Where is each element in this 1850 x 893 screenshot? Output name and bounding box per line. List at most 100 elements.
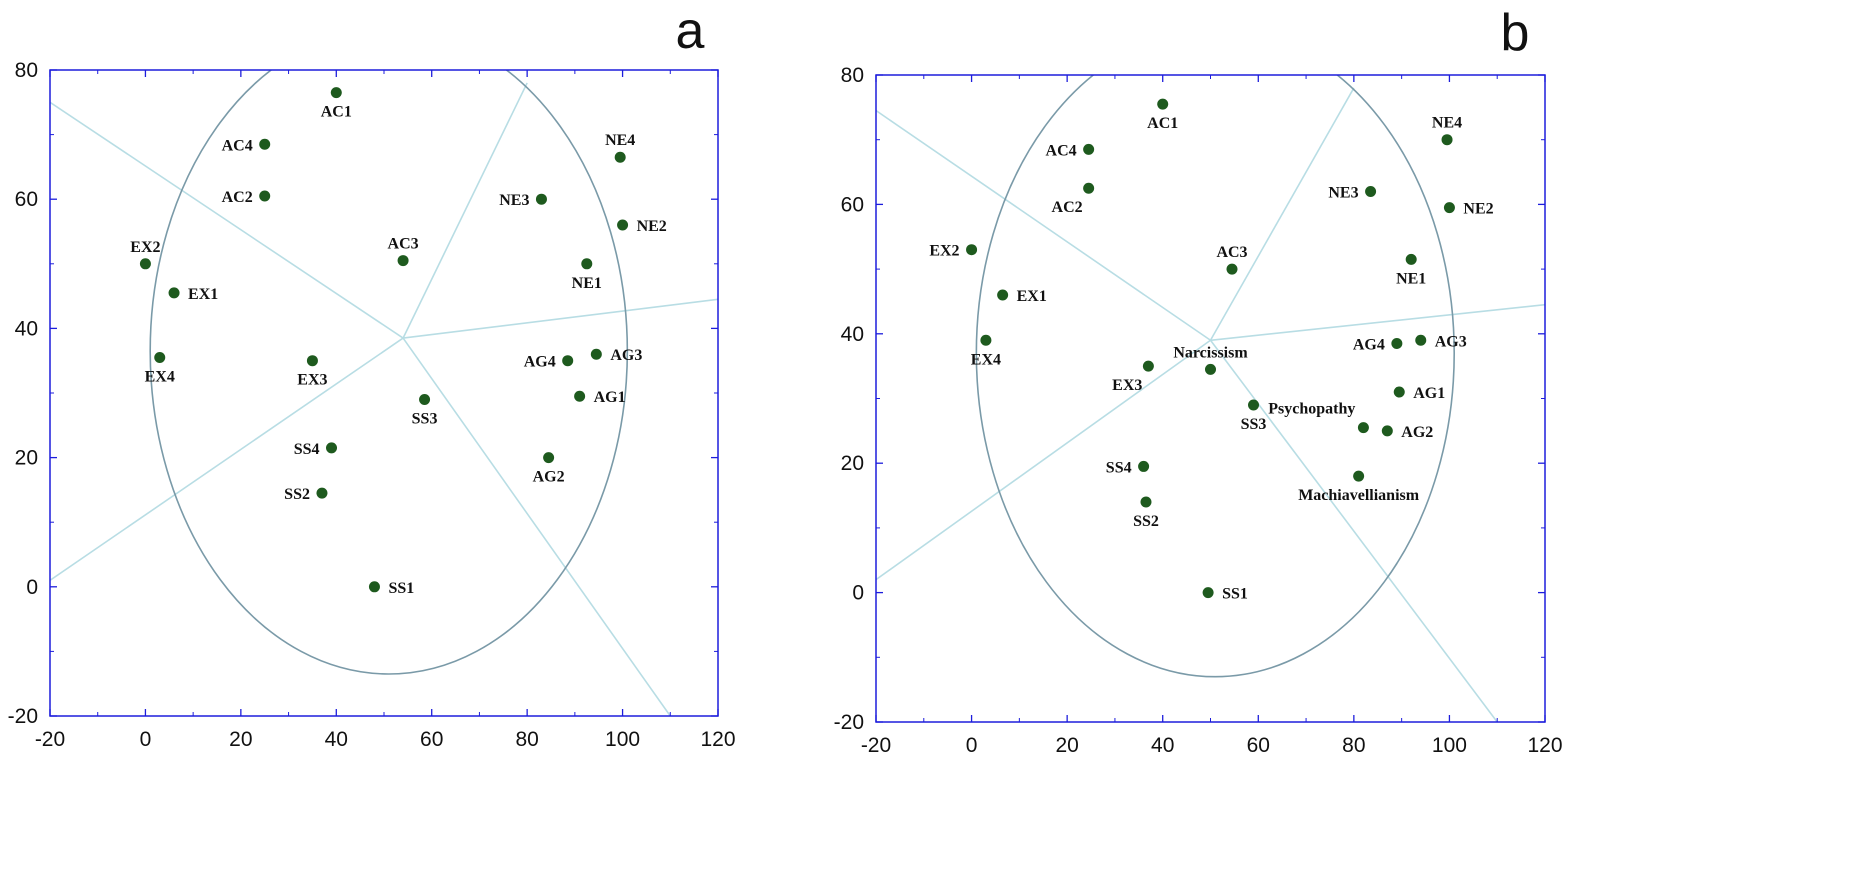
point-label-ex4: EX4 — [971, 351, 1001, 368]
x-tick-label: 100 — [1432, 734, 1467, 757]
data-point-ss3[interactable] — [1248, 399, 1260, 411]
data-point-psychopathy[interactable] — [1357, 422, 1369, 434]
point-label-ss4: SS4 — [294, 441, 320, 458]
y-tick-label: 40 — [841, 323, 864, 346]
data-point-ne2[interactable] — [1443, 202, 1455, 214]
data-point-ne4[interactable] — [1441, 134, 1453, 146]
data-point-ac2[interactable] — [1083, 182, 1095, 194]
data-point-ag2[interactable] — [1381, 425, 1393, 437]
data-point-ac1[interactable] — [330, 87, 342, 99]
panel-a: -20 0 20 40 60 80 100 120 -20 0 20 40 60 80 a AC1 AC4 AC2… — [8, 2, 736, 751]
sector-ray-4 — [402, 298, 718, 339]
reference-circle — [975, 75, 1455, 678]
y-tick-label: 80 — [841, 64, 864, 87]
data-point-ex2[interactable] — [966, 244, 978, 256]
point-label-ne3: NE3 — [1328, 184, 1358, 201]
data-point-ag1[interactable] — [574, 390, 586, 402]
point-label-ex4: EX4 — [145, 368, 175, 385]
x-tick-label: -20 — [861, 734, 891, 757]
y-tick-label: -20 — [834, 711, 864, 734]
y-tick-label: 60 — [841, 193, 864, 216]
panel-b: -20 0 20 40 60 80 100 120 -20 0 20 40 60 80 b AC1 AC4 AC2… — [834, 4, 1563, 757]
point-label-ne2: NE2 — [637, 218, 667, 235]
data-point-ss2[interactable] — [316, 487, 328, 499]
panel-letter: a — [676, 2, 705, 60]
point-label-psychopathy: Psychopathy — [1268, 401, 1355, 418]
plot-area — [876, 75, 1545, 722]
data-point-ac4[interactable] — [1083, 143, 1095, 155]
x-tick-label: 20 — [1055, 734, 1078, 757]
point-label-ac4: AC4 — [222, 137, 253, 154]
data-point-ag3[interactable] — [590, 348, 602, 360]
x-tick-label: 60 — [420, 728, 443, 751]
data-point-ne4[interactable] — [614, 151, 626, 163]
point-label-ex1: EX1 — [1017, 288, 1047, 305]
y-tick-label: 40 — [15, 317, 38, 340]
point-label-ag1: AG1 — [594, 389, 626, 406]
y-tick-label: 0 — [852, 582, 864, 605]
sector-ray-2 — [876, 339, 1211, 581]
y-tick-label: 20 — [841, 452, 864, 475]
data-point-ex2[interactable] — [139, 258, 151, 270]
x-tick-label: 100 — [605, 728, 640, 751]
data-point-ac3[interactable] — [1226, 263, 1238, 275]
data-point-ne3[interactable] — [1365, 185, 1377, 197]
data-point-ss3[interactable] — [419, 393, 431, 405]
data-point-narcissism[interactable] — [1205, 363, 1216, 375]
point-label-ac1: AC1 — [1147, 115, 1178, 132]
point-label-ne1: NE1 — [1396, 270, 1426, 287]
data-point-ag4[interactable] — [1391, 338, 1403, 350]
x-tick-label: 0 — [966, 734, 978, 757]
point-label-ag2: AG2 — [533, 469, 565, 486]
data-point-ex4[interactable] — [154, 351, 166, 363]
point-label-ss3: SS3 — [412, 410, 438, 427]
data-point-ex4[interactable] — [980, 334, 992, 346]
data-point-ne3[interactable] — [535, 193, 547, 205]
data-point-ag1[interactable] — [1393, 386, 1405, 398]
point-label-ex3: EX3 — [297, 372, 327, 389]
data-point-ac1[interactable] — [1157, 98, 1169, 110]
x-tick-label: 120 — [1527, 734, 1562, 757]
point-label-machiavellianism: Machiavellianism — [1298, 487, 1420, 504]
point-label-ac2: AC2 — [222, 189, 253, 206]
point-label-ag1: AG1 — [1413, 385, 1445, 402]
point-label-ac1: AC1 — [321, 104, 352, 121]
data-point-machiavellianism[interactable] — [1353, 470, 1365, 482]
data-point-ag4[interactable] — [562, 355, 574, 367]
x-tick-label: 40 — [1151, 734, 1174, 757]
y-tick-label: 0 — [26, 576, 38, 599]
point-label-ss2: SS2 — [284, 486, 310, 503]
data-point-ss1[interactable] — [368, 581, 380, 593]
sector-ray-1 — [50, 101, 404, 339]
point-label-ac3: AC3 — [388, 236, 419, 253]
data-point-ne2[interactable] — [617, 219, 629, 231]
data-point-ag3[interactable] — [1415, 334, 1427, 346]
data-point-ne1[interactable] — [1405, 253, 1417, 265]
data-point-ac4[interactable] — [259, 138, 271, 150]
data-point-ss4[interactable] — [1138, 460, 1150, 472]
data-point-ss2[interactable] — [1140, 496, 1152, 508]
data-point-ss4[interactable] — [326, 442, 338, 454]
point-label-ss2: SS2 — [1133, 513, 1159, 530]
data-point-ac3[interactable] — [397, 255, 409, 267]
data-point-ex1[interactable] — [168, 287, 180, 299]
data-point-ex3[interactable] — [306, 355, 318, 367]
point-label-ac3: AC3 — [1216, 244, 1247, 261]
data-point-ac2[interactable] — [259, 190, 271, 202]
point-label-ac2: AC2 — [1052, 199, 1083, 216]
y-tick-label: 60 — [15, 188, 38, 211]
data-point-ex1[interactable] — [997, 289, 1009, 301]
point-label-ne4: NE4 — [605, 132, 635, 149]
data-point-ag2[interactable] — [543, 452, 555, 464]
data-point-ne1[interactable] — [581, 258, 593, 270]
data-point-ex3[interactable] — [1142, 360, 1154, 372]
point-label-ss4: SS4 — [1106, 459, 1132, 476]
point-label-ex3: EX3 — [1112, 377, 1142, 394]
point-label-ag4: AG4 — [1353, 337, 1385, 354]
y-tick-label: -20 — [8, 705, 38, 728]
sector-ray-5 — [402, 337, 671, 716]
x-tick-label: 120 — [700, 728, 735, 751]
x-tick-label: 40 — [325, 728, 348, 751]
x-tick-label: 0 — [140, 728, 152, 751]
data-point-ss1[interactable] — [1202, 587, 1214, 599]
